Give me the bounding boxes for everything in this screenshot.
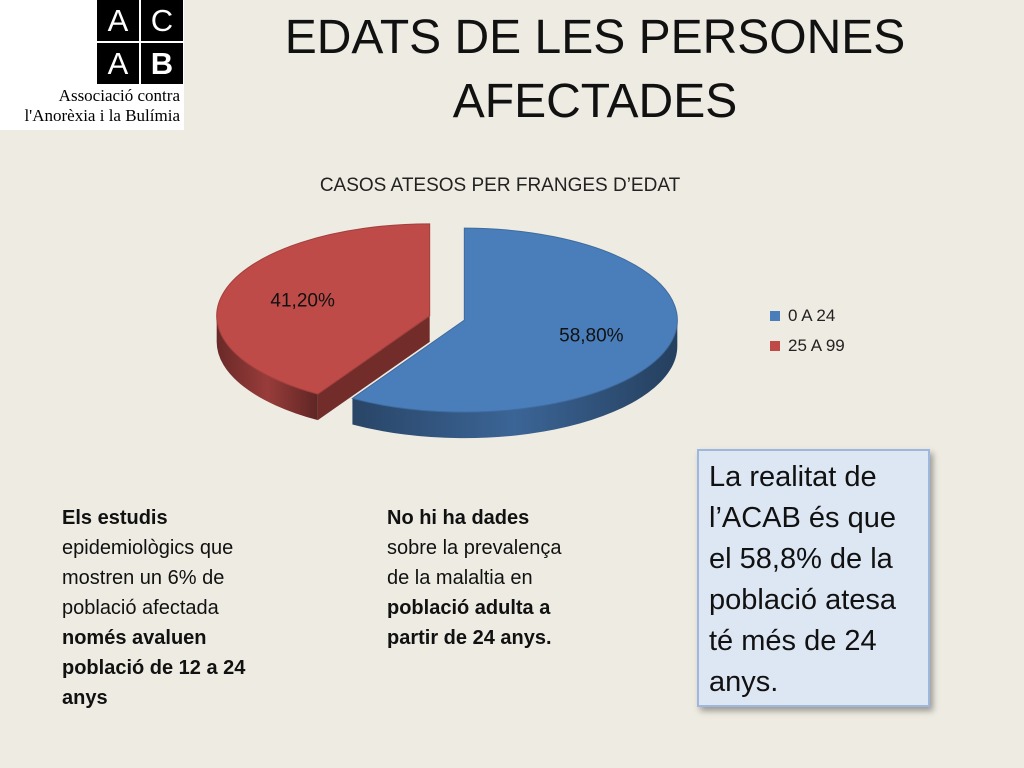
pie-slice-side (216, 315, 318, 421)
legend-swatch (770, 311, 780, 321)
callout-box: La realitat de l’ACAB és que el 58,8% de… (697, 449, 930, 707)
chart-legend: 0 A 24 25 A 99 (770, 305, 845, 365)
pie-data-label: 58,80% (559, 326, 624, 347)
logo-name-line1: Associació contra (58, 86, 180, 105)
legend-label: 0 A 24 (788, 306, 836, 325)
pie-slice-wall (317, 315, 430, 421)
left-text-bold-2: només avaluen població de 12 a 24 anys (62, 627, 246, 709)
logo-name-line2: l'Anorèxia i la Bulímia (24, 106, 180, 125)
logo-letter: C (141, 0, 183, 41)
pie-slice-top (351, 227, 678, 413)
slide-title-line2: AFECTADES (452, 75, 738, 128)
slide-title-line1: EDATS DE LES PERSONES (284, 11, 906, 64)
left-text-bold-1: Els estudis (62, 507, 168, 529)
middle-text-block: No hi ha dades sobre la prevalença de la… (387, 503, 577, 653)
pie-data-label: 41,20% (270, 290, 335, 311)
legend-label: 25 A 99 (788, 336, 845, 355)
pie-slice-1 (216, 223, 431, 421)
acab-logo: A C A B Associació contra l'Anorèxia i l… (0, 0, 184, 130)
chart-title: CASOS ATESOS PER FRANGES D’EDAT (319, 175, 681, 196)
left-text-regular: epidemiològics que mostren un 6% de pobl… (62, 537, 234, 619)
left-text-block: Els estudis epidemiològics que mostren u… (62, 503, 262, 713)
mid-text-bold-1: No hi ha dades (387, 507, 530, 529)
logo-letter: A (97, 43, 139, 84)
slide-title: EDATS DE LES PERSONES AFECTADES (250, 6, 940, 134)
pie-slice-0 (351, 227, 678, 439)
mid-text-regular: sobre la prevalença de la malaltia en (387, 537, 562, 589)
mid-text-bold-2: població adulta a partir de 24 anys. (387, 597, 552, 649)
pie-slice-top (216, 223, 431, 395)
legend-item: 0 A 24 (770, 305, 845, 327)
logo-letter: B (141, 43, 183, 84)
logo-letter-grid: A C A B (97, 0, 183, 84)
logo-letter: A (97, 0, 139, 41)
legend-swatch (770, 341, 780, 351)
pie-slice-side (352, 320, 678, 439)
legend-item: 25 A 99 (770, 335, 845, 357)
